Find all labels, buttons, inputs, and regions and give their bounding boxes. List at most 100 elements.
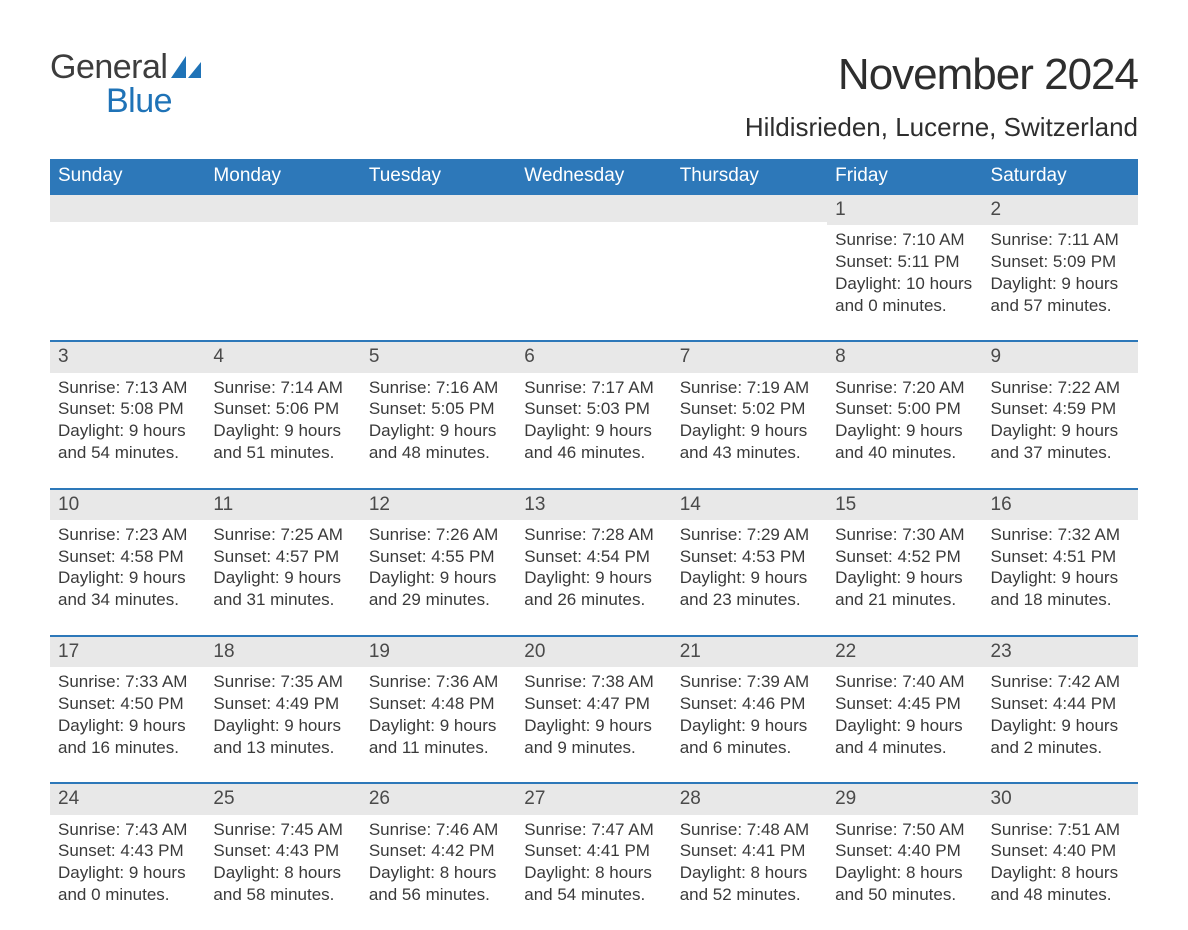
calendar-body: 1Sunrise: 7:10 AMSunset: 5:11 PMDaylight…: [50, 194, 1138, 930]
day-cell-content: Sunrise: 7:32 AMSunset: 4:51 PMDaylight:…: [983, 524, 1130, 611]
sunrise-line: Sunrise: 7:38 AM: [524, 671, 663, 693]
sunrise-line: Sunrise: 7:33 AM: [58, 671, 197, 693]
sunrise-line: Sunrise: 7:11 AM: [991, 229, 1130, 251]
daylight-line: Daylight: 9 hours and 31 minutes.: [213, 567, 352, 611]
day-number-strip: 29: [827, 784, 982, 814]
brand-part1: General: [50, 48, 167, 86]
day-cell-content: Sunrise: 7:36 AMSunset: 4:48 PMDaylight:…: [361, 671, 508, 758]
daylight-line: Daylight: 9 hours and 29 minutes.: [369, 567, 508, 611]
daylight-line: Daylight: 9 hours and 40 minutes.: [835, 420, 974, 464]
day-cell-content: Sunrise: 7:29 AMSunset: 4:53 PMDaylight:…: [672, 524, 819, 611]
day-number-strip: 6: [516, 342, 671, 372]
day-cell-content: Sunrise: 7:42 AMSunset: 4:44 PMDaylight:…: [983, 671, 1130, 758]
sunset-line: Sunset: 4:58 PM: [58, 546, 197, 568]
calendar-day-cell: 8Sunrise: 7:20 AMSunset: 5:00 PMDaylight…: [827, 341, 982, 488]
sunset-line: Sunset: 4:43 PM: [58, 840, 197, 862]
calendar-day-cell: [672, 194, 827, 341]
calendar-table: SundayMondayTuesdayWednesdayThursdayFrid…: [50, 159, 1138, 930]
day-number-strip: 16: [983, 490, 1138, 520]
calendar-day-cell: 23 Sunrise: 7:42 AMSunset: 4:44 PMDayligh…: [983, 636, 1138, 783]
sunset-line: Sunset: 4:41 PM: [680, 840, 819, 862]
calendar-week-row: 1Sunrise: 7:10 AMSunset: 5:11 PMDaylight…: [50, 194, 1138, 341]
daylight-line: Daylight: 8 hours and 50 minutes.: [835, 862, 974, 906]
sunset-line: Sunset: 5:06 PM: [213, 398, 352, 420]
weekday-header: Friday: [827, 159, 982, 194]
sunrise-line: Sunrise: 7:42 AM: [991, 671, 1130, 693]
day-cell-content: Sunrise: 7:40 AMSunset: 4:45 PMDaylight:…: [827, 671, 974, 758]
calendar-week-row: 17Sunrise: 7:33 AMSunset: 4:50 PMDayligh…: [50, 636, 1138, 783]
sunset-line: Sunset: 4:44 PM: [991, 693, 1130, 715]
day-number-strip: 20: [516, 637, 671, 667]
day-cell-content: Sunrise: 7:45 AMSunset: 4:43 PMDaylight:…: [205, 819, 352, 906]
day-cell-content: Sunrise: 7:35 AMSunset: 4:49 PMDaylight:…: [205, 671, 352, 758]
calendar-day-cell: 17Sunrise: 7:33 AMSunset: 4:50 PMDayligh…: [50, 636, 205, 783]
sunrise-line: Sunrise: 7:39 AM: [680, 671, 819, 693]
daylight-line: Daylight: 9 hours and 21 minutes.: [835, 567, 974, 611]
day-number-strip: 10: [50, 490, 205, 520]
brand-part2: Blue: [106, 82, 172, 120]
daylight-line: Daylight: 9 hours and 23 minutes.: [680, 567, 819, 611]
calendar-day-cell: 14 Sunrise: 7:29 AMSunset: 4:53 PMDayligh…: [672, 489, 827, 636]
sunset-line: Sunset: 4:42 PM: [369, 840, 508, 862]
day-number-strip: 17: [50, 637, 205, 667]
calendar-day-cell: 26 Sunrise: 7:46 AMSunset: 4:42 PMDayligh…: [361, 783, 516, 929]
day-number-strip: 23: [983, 637, 1138, 667]
month-title: November 2024: [745, 50, 1138, 100]
sunrise-line: Sunrise: 7:51 AM: [991, 819, 1130, 841]
sunset-line: Sunset: 4:47 PM: [524, 693, 663, 715]
day-number-strip: [672, 195, 827, 222]
day-cell-content: Sunrise: 7:20 AMSunset: 5:00 PMDaylight:…: [827, 377, 974, 464]
day-cell-content: Sunrise: 7:11 AMSunset: 5:09 PMDaylight:…: [983, 229, 1130, 316]
sunset-line: Sunset: 4:49 PM: [213, 693, 352, 715]
day-number-strip: 27: [516, 784, 671, 814]
calendar-day-cell: 12Sunrise: 7:26 AMSunset: 4:55 PMDayligh…: [361, 489, 516, 636]
sunset-line: Sunset: 5:03 PM: [524, 398, 663, 420]
sunrise-line: Sunrise: 7:29 AM: [680, 524, 819, 546]
calendar-day-cell: 20Sunrise: 7:38 AMSunset: 4:47 PMDayligh…: [516, 636, 671, 783]
daylight-line: Daylight: 9 hours and 18 minutes.: [991, 567, 1130, 611]
sunrise-line: Sunrise: 7:23 AM: [58, 524, 197, 546]
daylight-line: Daylight: 9 hours and 57 minutes.: [991, 273, 1130, 317]
calendar-day-cell: 11Sunrise: 7:25 AMSunset: 4:57 PMDayligh…: [205, 489, 360, 636]
sunrise-line: Sunrise: 7:48 AM: [680, 819, 819, 841]
daylight-line: Daylight: 9 hours and 48 minutes.: [369, 420, 508, 464]
calendar-day-cell: 6Sunrise: 7:17 AMSunset: 5:03 PMDaylight…: [516, 341, 671, 488]
sunset-line: Sunset: 4:59 PM: [991, 398, 1130, 420]
day-number-strip: 3: [50, 342, 205, 372]
sunset-line: Sunset: 4:45 PM: [835, 693, 974, 715]
day-cell-content: Sunrise: 7:50 AMSunset: 4:40 PMDaylight:…: [827, 819, 974, 906]
calendar-day-cell: 2Sunrise: 7:11 AMSunset: 5:09 PMDaylight…: [983, 194, 1138, 341]
daylight-line: Daylight: 9 hours and 43 minutes.: [680, 420, 819, 464]
day-cell-content: Sunrise: 7:28 AMSunset: 4:54 PMDaylight:…: [516, 524, 663, 611]
day-number-strip: 26: [361, 784, 516, 814]
day-number-strip: 5: [361, 342, 516, 372]
sunrise-line: Sunrise: 7:19 AM: [680, 377, 819, 399]
day-cell-content: Sunrise: 7:10 AMSunset: 5:11 PMDaylight:…: [827, 229, 974, 316]
calendar-day-cell: 9Sunrise: 7:22 AMSunset: 4:59 PMDaylight…: [983, 341, 1138, 488]
sunset-line: Sunset: 5:00 PM: [835, 398, 974, 420]
calendar-day-cell: 10Sunrise: 7:23 AMSunset: 4:58 PMDayligh…: [50, 489, 205, 636]
sunset-line: Sunset: 4:53 PM: [680, 546, 819, 568]
day-number-strip: 13: [516, 490, 671, 520]
day-number-strip: 14: [672, 490, 827, 520]
day-number-strip: 19: [361, 637, 516, 667]
sunset-line: Sunset: 4:41 PM: [524, 840, 663, 862]
day-cell-content: Sunrise: 7:13 AMSunset: 5:08 PMDaylight:…: [50, 377, 197, 464]
daylight-line: Daylight: 8 hours and 58 minutes.: [213, 862, 352, 906]
day-cell-content: Sunrise: 7:16 AMSunset: 5:05 PMDaylight:…: [361, 377, 508, 464]
calendar-day-cell: 15Sunrise: 7:30 AMSunset: 4:52 PMDayligh…: [827, 489, 982, 636]
weekday-header: Saturday: [983, 159, 1138, 194]
sunrise-line: Sunrise: 7:46 AM: [369, 819, 508, 841]
day-number-strip: 15: [827, 490, 982, 520]
sunset-line: Sunset: 5:08 PM: [58, 398, 197, 420]
day-cell-content: Sunrise: 7:25 AMSunset: 4:57 PMDaylight:…: [205, 524, 352, 611]
sunset-line: Sunset: 4:52 PM: [835, 546, 974, 568]
calendar-day-cell: 24Sunrise: 7:43 AMSunset: 4:43 PMDayligh…: [50, 783, 205, 929]
calendar-week-row: 24Sunrise: 7:43 AMSunset: 4:43 PMDayligh…: [50, 783, 1138, 929]
sunrise-line: Sunrise: 7:13 AM: [58, 377, 197, 399]
sunrise-line: Sunrise: 7:25 AM: [213, 524, 352, 546]
day-cell-content: Sunrise: 7:46 AMSunset: 4:42 PMDaylight:…: [361, 819, 508, 906]
calendar-day-cell: 13 Sunrise: 7:28 AMSunset: 4:54 PMDayligh…: [516, 489, 671, 636]
daylight-line: Daylight: 8 hours and 48 minutes.: [991, 862, 1130, 906]
sunrise-line: Sunrise: 7:32 AM: [991, 524, 1130, 546]
